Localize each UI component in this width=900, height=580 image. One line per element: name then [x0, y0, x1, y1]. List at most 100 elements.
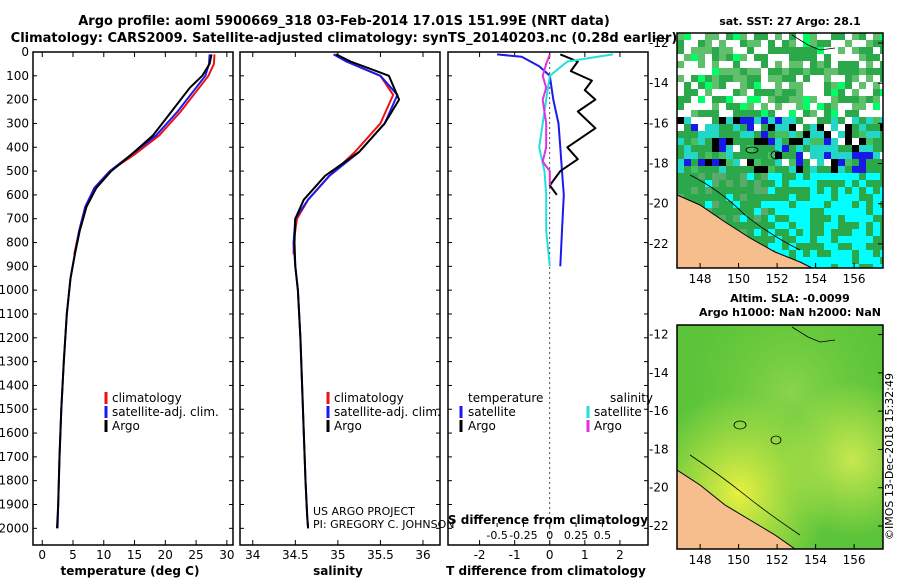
sst-cell: [754, 103, 761, 110]
sst-cell: [719, 40, 726, 47]
sst-cell: [677, 166, 684, 173]
sst-cell: [789, 208, 796, 215]
sst-cell: [824, 208, 831, 215]
sst-cell: [684, 145, 691, 152]
legend-label-satellite: satellite-adj. clim.: [112, 405, 219, 419]
sst-cell: [803, 96, 810, 103]
sst-cell: [845, 215, 852, 222]
sst-cell: [838, 110, 845, 117]
sst-cell: [691, 187, 698, 194]
sst-cell: [754, 68, 761, 75]
sst-cell: [719, 138, 726, 145]
sst-cell: [852, 33, 859, 40]
sst-cell: [719, 89, 726, 96]
sst-cell: [831, 208, 838, 215]
sst-cell: [782, 54, 789, 61]
sst-cell: [817, 131, 824, 138]
sst-cell: [810, 180, 817, 187]
sst-cell: [789, 138, 796, 145]
sst-cell: [705, 117, 712, 124]
sst-cell: [852, 152, 859, 159]
sst-cell: [859, 152, 866, 159]
sst-cell: [754, 229, 761, 236]
sst-cell: [838, 236, 845, 243]
sst-cell: [852, 236, 859, 243]
depth-tick-label: 1400: [0, 378, 29, 392]
sst-cell: [817, 124, 824, 131]
sst-cell: [698, 33, 705, 40]
sst-cell: [691, 40, 698, 47]
sst-cell: [775, 131, 782, 138]
sst-cell: [873, 194, 880, 201]
sst-cell: [866, 75, 873, 82]
sst-cell: [852, 187, 859, 194]
sst-cell: [712, 145, 719, 152]
sst-cell: [754, 180, 761, 187]
sst-cell: [852, 229, 859, 236]
sst-cell: [817, 54, 824, 61]
depth-axis: 0100200300400500600700800900100011001200…: [0, 45, 648, 535]
sst-cell: [712, 75, 719, 82]
s-difference-tick-label: -0.25: [509, 529, 537, 542]
sst-cell: [831, 61, 838, 68]
sst-cell: [761, 47, 768, 54]
sst-cell: [733, 54, 740, 61]
sst-cell: [803, 61, 810, 68]
sst-cell: [838, 47, 845, 54]
map-x-tick-label: 150: [727, 553, 750, 567]
sst-cell: [754, 40, 761, 47]
sst-cell: [845, 124, 852, 131]
sst-cell: [719, 33, 726, 40]
legend-label-t-satellite: satellite: [468, 405, 516, 419]
sst-cell: [831, 54, 838, 61]
depth-tick-label: 1200: [0, 331, 29, 345]
sst-cell: [747, 61, 754, 68]
sst-cell: [873, 131, 880, 138]
sst-cell: [873, 257, 880, 264]
sst-cell: [810, 194, 817, 201]
sst-cell: [796, 61, 803, 68]
sst-cell: [796, 103, 803, 110]
sst-cell: [747, 159, 754, 166]
sst-cell: [824, 236, 831, 243]
sst-cell: [838, 103, 845, 110]
sst-cell: [726, 68, 733, 75]
salinity-tick-label: 36: [415, 548, 430, 562]
sst-cell: [691, 33, 698, 40]
sst-cell: [768, 173, 775, 180]
sst-cell: [852, 89, 859, 96]
sst-cell: [782, 159, 789, 166]
sst-cell: [852, 47, 859, 54]
sst-cell: [775, 138, 782, 145]
sst-cell: [705, 187, 712, 194]
sst-cell: [796, 159, 803, 166]
sst-cell: [873, 75, 880, 82]
sst-cell: [754, 159, 761, 166]
sst-cell: [747, 173, 754, 180]
sst-cell: [733, 33, 740, 40]
legend-label-satellite: satellite-adj. clim.: [334, 405, 441, 419]
sst-cell: [775, 103, 782, 110]
difference-tick-label: -2: [474, 548, 486, 562]
salinity-tick-label: 34.5: [282, 548, 309, 562]
imos-stamp: ©IMOS 13-Dec-2018 15:32:49: [883, 373, 896, 540]
sst-cell: [775, 61, 782, 68]
sst-cell: [726, 194, 733, 201]
sst-cell: [817, 145, 824, 152]
sst-cell: [838, 194, 845, 201]
sst-cell: [747, 103, 754, 110]
sst-cell: [859, 201, 866, 208]
sst-cell: [859, 110, 866, 117]
sst-cell: [789, 124, 796, 131]
sst-cell: [747, 96, 754, 103]
sst-cell: [712, 82, 719, 89]
sst-cell: [726, 138, 733, 145]
sst-cell: [698, 138, 705, 145]
sst-cell: [761, 96, 768, 103]
sst-cell: [705, 40, 712, 47]
sst-cell: [873, 229, 880, 236]
sst-cell: [796, 173, 803, 180]
sst-cell: [859, 40, 866, 47]
sst-cell: [866, 110, 873, 117]
sst-cell: [705, 152, 712, 159]
